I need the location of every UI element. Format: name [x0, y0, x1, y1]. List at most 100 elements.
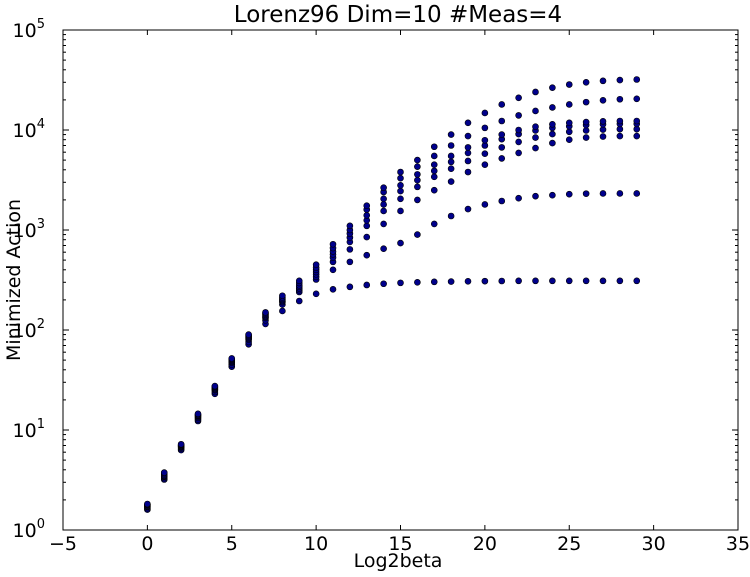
data-point [616, 76, 624, 84]
data-point [532, 192, 539, 200]
data-point [498, 144, 506, 151]
data-point [633, 132, 641, 140]
data-point [447, 158, 455, 166]
x-tick-label: 10 [304, 533, 328, 555]
data-point [515, 94, 522, 102]
data-point [160, 469, 168, 476]
data-point [228, 355, 236, 362]
data-point [414, 183, 421, 191]
x-tick-label: −5 [49, 533, 77, 555]
data-point [194, 410, 202, 418]
data-point [498, 117, 506, 125]
data-point [582, 277, 590, 285]
y-tick-label: 103 [13, 217, 45, 242]
data-point [447, 142, 455, 149]
data-point [397, 187, 404, 195]
data-point [582, 134, 590, 141]
data-point [414, 231, 421, 238]
y-tick-label: 100 [13, 517, 45, 542]
data-point [633, 76, 641, 83]
data-point [633, 117, 641, 125]
data-point [447, 152, 455, 160]
data-point [430, 167, 438, 175]
data-point [397, 181, 404, 189]
data-point [616, 117, 624, 125]
data-point [380, 184, 387, 191]
data-point [346, 246, 354, 253]
y-tick-exponent: 1 [37, 417, 45, 432]
data-point [397, 279, 404, 287]
data-point [633, 190, 641, 197]
y-tick-label: 104 [13, 117, 45, 142]
y-tick-exponent: 2 [37, 317, 45, 332]
data-point [515, 194, 522, 202]
data-point [414, 163, 421, 170]
data-point [397, 207, 404, 215]
series-3 [144, 132, 641, 511]
data-point [532, 107, 539, 115]
data-point [397, 195, 404, 203]
x-tick-label: 5 [226, 533, 238, 555]
data-point [599, 77, 607, 85]
y-tick-base: 10 [13, 120, 37, 142]
data-point [532, 123, 539, 130]
data-point [430, 186, 438, 194]
series-5 [144, 120, 641, 510]
data-point [279, 292, 286, 300]
data-point [582, 98, 590, 106]
data-point [565, 277, 573, 285]
data-point [363, 251, 371, 259]
data-point [295, 277, 303, 285]
y-axis-title: Minimized Action [3, 199, 25, 361]
data-point [464, 119, 472, 127]
data-point [447, 178, 455, 185]
data-point [582, 78, 590, 86]
x-tick-label: 0 [141, 533, 153, 555]
data-point [532, 134, 539, 141]
data-point [549, 191, 556, 199]
data-point [633, 95, 641, 103]
y-tick-exponent: 3 [37, 217, 45, 232]
data-point [380, 201, 387, 208]
data-point [430, 152, 438, 160]
data-point [464, 144, 472, 151]
data-point [515, 126, 522, 134]
data-point [481, 161, 489, 168]
data-point [515, 112, 522, 119]
data-point [380, 220, 387, 228]
x-axis: −5 0 5 10 15 20 25 30 35 [49, 30, 750, 555]
data-point [464, 157, 472, 165]
y-tick-base: 10 [13, 420, 37, 442]
data-point [211, 382, 219, 390]
data-point [532, 277, 539, 285]
data-point [380, 245, 387, 253]
data-point [262, 309, 269, 316]
series-7 [144, 95, 641, 508]
data-point [363, 233, 371, 241]
data-point [498, 277, 506, 285]
series-1 [144, 277, 641, 513]
data-point [515, 277, 522, 285]
data-point [481, 124, 489, 132]
data-point [616, 95, 624, 103]
data-point [329, 240, 337, 248]
data-point [430, 220, 438, 228]
x-tick-label: 35 [726, 533, 750, 555]
data-point [295, 297, 303, 305]
data-point [414, 278, 421, 286]
data-point [447, 212, 455, 220]
data-point [498, 155, 506, 162]
data-point [599, 97, 607, 104]
data-point [380, 207, 387, 215]
data-point [549, 104, 556, 111]
data-point [498, 131, 506, 138]
data-point [464, 132, 472, 140]
y-tick-exponent: 4 [37, 117, 45, 132]
data-point [430, 143, 438, 151]
data-point [515, 149, 522, 157]
data-point [447, 278, 455, 285]
x-tick-label: 15 [388, 533, 412, 555]
data-point [582, 190, 590, 197]
data-point [464, 205, 472, 213]
